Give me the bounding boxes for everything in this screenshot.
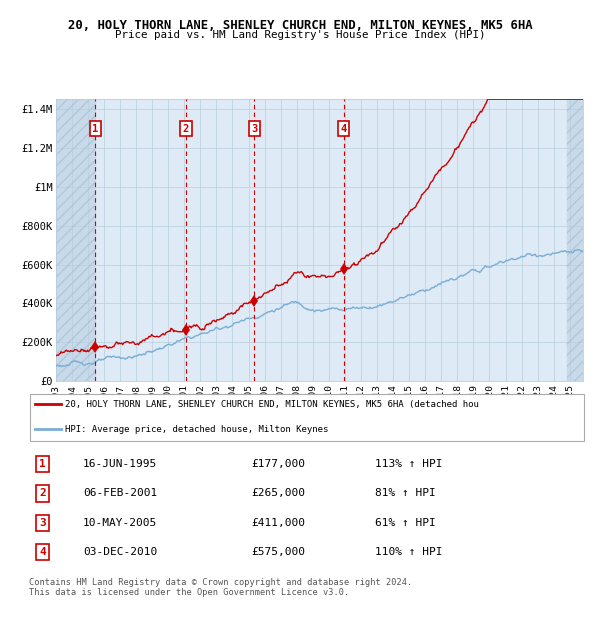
- Text: 110% ↑ HPI: 110% ↑ HPI: [375, 547, 442, 557]
- Text: 4: 4: [340, 124, 347, 134]
- Text: 61% ↑ HPI: 61% ↑ HPI: [375, 518, 436, 528]
- FancyBboxPatch shape: [30, 394, 584, 441]
- Bar: [567, 99, 583, 381]
- Bar: [56, 99, 95, 381]
- Text: 4: 4: [40, 547, 46, 557]
- Text: 1: 1: [40, 459, 46, 469]
- Text: £411,000: £411,000: [251, 518, 305, 528]
- Text: 2: 2: [183, 124, 189, 134]
- Text: 06-FEB-2001: 06-FEB-2001: [83, 489, 157, 498]
- Text: 2: 2: [40, 489, 46, 498]
- Text: Contains HM Land Registry data © Crown copyright and database right 2024.
This d: Contains HM Land Registry data © Crown c…: [29, 578, 412, 597]
- Text: Price paid vs. HM Land Registry's House Price Index (HPI): Price paid vs. HM Land Registry's House …: [115, 30, 485, 40]
- Text: £177,000: £177,000: [251, 459, 305, 469]
- Text: £265,000: £265,000: [251, 489, 305, 498]
- Text: 10-MAY-2005: 10-MAY-2005: [83, 518, 157, 528]
- Text: £575,000: £575,000: [251, 547, 305, 557]
- Text: 3: 3: [251, 124, 257, 134]
- Text: 113% ↑ HPI: 113% ↑ HPI: [375, 459, 442, 469]
- Text: 1: 1: [92, 124, 98, 134]
- Text: 3: 3: [40, 518, 46, 528]
- Text: 81% ↑ HPI: 81% ↑ HPI: [375, 489, 436, 498]
- Text: 03-DEC-2010: 03-DEC-2010: [83, 547, 157, 557]
- Text: 20, HOLY THORN LANE, SHENLEY CHURCH END, MILTON KEYNES, MK5 6HA: 20, HOLY THORN LANE, SHENLEY CHURCH END,…: [68, 19, 532, 32]
- Bar: [56, 99, 95, 381]
- Text: HPI: Average price, detached house, Milton Keynes: HPI: Average price, detached house, Milt…: [65, 425, 329, 433]
- Text: 16-JUN-1995: 16-JUN-1995: [83, 459, 157, 469]
- Text: 20, HOLY THORN LANE, SHENLEY CHURCH END, MILTON KEYNES, MK5 6HA (detached hou: 20, HOLY THORN LANE, SHENLEY CHURCH END,…: [65, 400, 479, 409]
- Bar: [567, 99, 583, 381]
